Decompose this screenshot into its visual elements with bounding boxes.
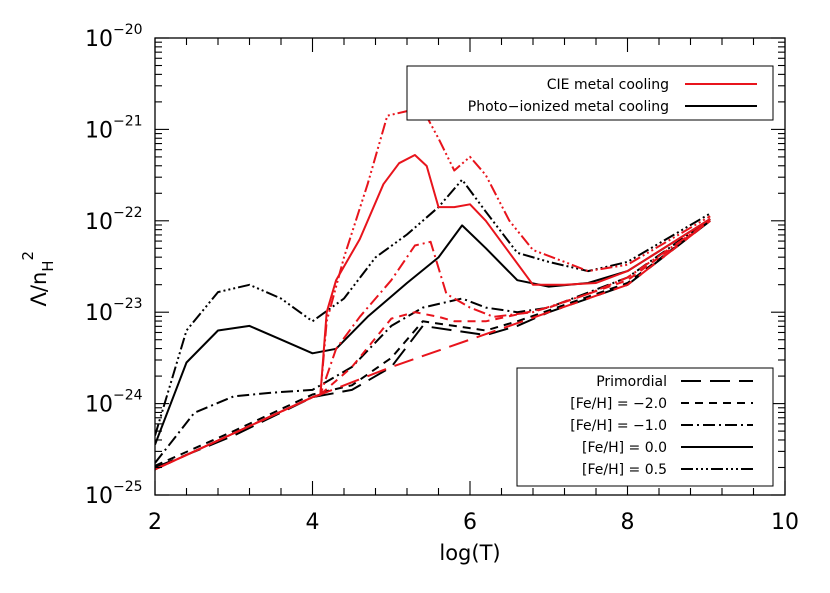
legend-color-label: CIE metal cooling (547, 77, 669, 93)
x-tick-label: 2 (148, 510, 162, 535)
series-cie-0 (155, 154, 711, 471)
y-tick-exponent: −23 (113, 296, 143, 312)
y-tick-label: 10 (85, 393, 113, 418)
y-tick-exponent: −21 (113, 113, 143, 129)
y-tick-label: 10 (85, 210, 113, 235)
series-pi-05 (155, 178, 711, 436)
x-tick-label: 4 (306, 510, 320, 535)
series-cie-m2 (155, 219, 711, 471)
legend-color: CIE metal cooling Photo−ionized metal coo… (406, 65, 774, 121)
y-tick-label: 10 (85, 27, 113, 52)
legend-style: Primordial [Fe/H] = −2.0 [Fe/H] = −1.0 [Fe/… (516, 367, 774, 487)
x-tick-label: 10 (771, 510, 799, 535)
legend-color-label: Photo−ionized metal cooling (468, 99, 669, 115)
series-cie-m1 (155, 219, 711, 471)
legend-style-label: [Fe/H] = −1.0 (570, 418, 667, 434)
legend-color-box (406, 65, 774, 121)
y-tick-label: 10 (85, 301, 113, 326)
y-tick-label: 10 (85, 484, 113, 509)
series-pi-m2 (155, 220, 711, 467)
x-axis-title: log(T) (439, 541, 500, 565)
legend-style-label: [Fe/H] = 0.0 (582, 440, 667, 456)
y-tick-exponent: −24 (113, 388, 143, 404)
series-cie-05 (155, 108, 711, 471)
y-tick-exponent: −22 (113, 205, 143, 221)
legend-style-label: [Fe/H] = −2.0 (570, 396, 667, 412)
y-tick-label: 10 (85, 118, 113, 143)
legend-style-box (516, 367, 774, 487)
legend-style-label: Primordial (596, 374, 667, 390)
y-tick-exponent: −25 (113, 479, 143, 495)
legend-style-label: [Fe/H] = 0.5 (582, 462, 667, 478)
x-tick-label: 8 (621, 510, 635, 535)
series-layer (155, 108, 711, 471)
x-tick-label: 6 (463, 510, 477, 535)
y-tick-exponent: −20 (113, 22, 143, 38)
y-axis-title: Λ/nH2 (19, 251, 57, 307)
